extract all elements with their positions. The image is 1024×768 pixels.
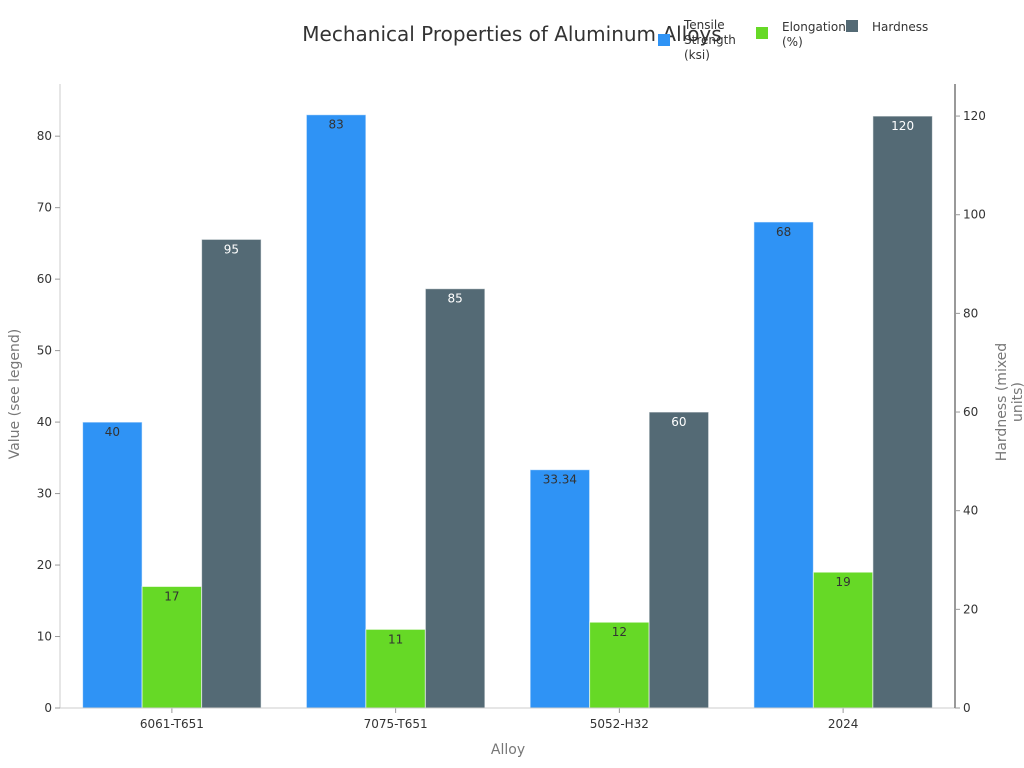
y-tick-label-left: 60	[37, 272, 52, 286]
y-tick-label-right: 20	[963, 602, 978, 616]
bar[interactable]	[529, 469, 591, 709]
bar-value-label: 85	[447, 292, 462, 306]
y-tick-label-right: 120	[963, 109, 986, 123]
legend-item-tensile[interactable]: Tensile Strength (ksi)	[658, 18, 754, 63]
legend-swatch-tensile	[658, 34, 670, 46]
y-tick-label-left: 40	[37, 415, 52, 429]
legend-label-line: Strength	[684, 33, 736, 47]
y-tick-label-left: 30	[37, 487, 52, 501]
bar[interactable]	[589, 621, 650, 709]
legend-item-hardness[interactable]: Hardness	[846, 18, 942, 63]
bar-value-label: 120	[891, 119, 914, 133]
bar[interactable]	[753, 221, 814, 709]
bar-value-label: 83	[328, 118, 343, 132]
legend-label-line: Elongation	[782, 20, 846, 34]
bar-value-label: 40	[105, 425, 120, 439]
bar[interactable]	[201, 238, 262, 709]
bar[interactable]	[648, 411, 710, 709]
y-tick-label-right: 100	[963, 208, 986, 222]
y-tick-label-left: 10	[37, 630, 52, 644]
x-tick-label: 2024	[828, 717, 859, 731]
chart-title: Mechanical Properties of Aluminum Alloys	[302, 22, 722, 46]
bar[interactable]	[424, 288, 486, 709]
y-axis-left-label: Value (see legend)	[7, 328, 23, 460]
x-tick-label: 7075-T651	[364, 717, 428, 731]
y-tick-label-right: 60	[963, 405, 978, 419]
bar[interactable]	[812, 571, 874, 709]
legend-label-line: Hardness	[872, 20, 929, 34]
legend: Tensile Strength (ksi) Elongation (%) Ha…	[658, 18, 942, 63]
bar[interactable]	[872, 115, 933, 709]
y-axis-right-label: Hardness (mixed units)	[994, 342, 1024, 462]
bars-group: 40 17 95 83 11 85 33.34 12 60 68 19 120	[82, 114, 933, 709]
bar-value-label: 33.34	[543, 473, 577, 487]
legend-label-line: (%)	[782, 35, 803, 49]
bar-value-label: 12	[612, 625, 627, 639]
legend-label-line: Tensile	[684, 18, 725, 32]
bar[interactable]	[365, 628, 426, 709]
bar[interactable]	[141, 585, 203, 709]
y-tick-label-left: 50	[37, 344, 52, 358]
legend-item-elongation[interactable]: Elongation (%)	[756, 18, 852, 63]
bar[interactable]	[82, 421, 143, 709]
y-tick-label-left: 20	[37, 558, 52, 572]
x-tick-label: 5052-H32	[590, 717, 649, 731]
y-tick-label-right: 80	[963, 306, 978, 320]
bar-value-label: 60	[671, 415, 686, 429]
x-tick-label: 6061-T651	[140, 717, 204, 731]
bar-value-label: 19	[835, 575, 850, 589]
bar-value-label: 11	[388, 632, 403, 646]
bar-value-label: 17	[164, 589, 179, 603]
bar[interactable]	[305, 114, 367, 709]
y-tick-label-left: 0	[44, 701, 52, 715]
axes-group: 6061-T651 7075-T651 5052-H32 2024 0 10 20 30 40 5…	[37, 84, 986, 731]
legend-swatch-hardness	[846, 20, 858, 32]
x-axis-label: Alloy	[490, 742, 526, 758]
legend-swatch-elongation	[756, 27, 768, 39]
legend-label-line: (ksi)	[684, 48, 710, 62]
bar-value-label: 68	[776, 225, 791, 239]
y-tick-label-right: 40	[963, 504, 978, 518]
bar-value-label: 95	[224, 242, 239, 256]
y-tick-label-left: 70	[37, 201, 52, 215]
y-tick-label-right: 0	[963, 701, 971, 715]
y-tick-label-left: 80	[37, 129, 52, 143]
